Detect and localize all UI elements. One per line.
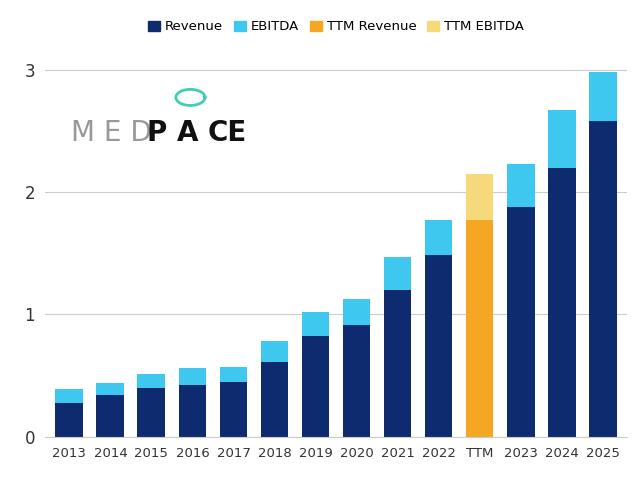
Bar: [424, 254, 452, 437]
Text: A: A: [177, 120, 198, 147]
Text: M E D: M E D: [71, 120, 152, 147]
Bar: [179, 368, 206, 385]
Bar: [589, 72, 616, 121]
Bar: [260, 341, 289, 362]
Bar: [466, 220, 493, 437]
Bar: [589, 121, 616, 437]
Bar: [179, 385, 206, 437]
Bar: [97, 395, 124, 437]
Bar: [507, 164, 534, 207]
Bar: [383, 257, 412, 290]
Bar: [548, 110, 575, 168]
Bar: [383, 290, 412, 437]
Bar: [466, 174, 493, 220]
Text: P: P: [147, 120, 167, 147]
Bar: [548, 168, 575, 437]
Bar: [138, 388, 165, 437]
Text: CE: CE: [207, 120, 246, 147]
Bar: [301, 312, 330, 336]
Bar: [342, 325, 371, 437]
Bar: [56, 403, 83, 437]
Bar: [424, 220, 452, 254]
Legend: Revenue, EBITDA, TTM Revenue, TTM EBITDA: Revenue, EBITDA, TTM Revenue, TTM EBITDA: [143, 15, 529, 38]
Bar: [138, 374, 165, 388]
Bar: [220, 382, 248, 437]
Bar: [507, 207, 534, 437]
Bar: [301, 336, 330, 437]
Bar: [220, 367, 248, 382]
Bar: [342, 299, 371, 325]
Bar: [260, 362, 289, 437]
Bar: [56, 389, 83, 403]
Bar: [97, 383, 124, 395]
